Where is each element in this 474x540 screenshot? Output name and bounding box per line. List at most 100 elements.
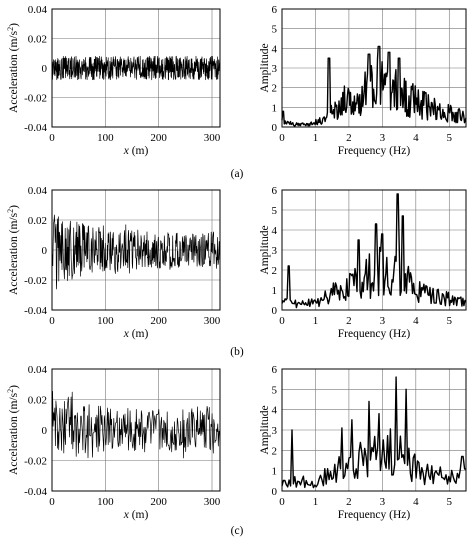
x-tick-label: 300 <box>204 132 221 144</box>
x-tick-label: 200 <box>150 315 167 327</box>
plot-frame <box>51 8 221 128</box>
x-axis-label: Frequency (Hz) <box>338 328 411 340</box>
chart-a-spectrum: 0 1 2 3 4 5 6 0 1 2 3 4 5 Frequency (Hz) Amplitude <box>259 4 467 157</box>
x-tick-label: 0 <box>279 132 285 144</box>
x-axis-unit: (m) <box>129 145 149 157</box>
y-tick-label: 4 <box>272 43 278 55</box>
x-tick-label: 5 <box>447 496 453 508</box>
x-tick-label: 0 <box>49 315 55 327</box>
series-line <box>51 390 221 469</box>
x-tick-label: 5 <box>447 315 453 327</box>
y-tick-label: 2 <box>272 83 278 95</box>
x-tick-label: 4 <box>413 315 419 327</box>
x-tick-label: 300 <box>204 315 221 327</box>
series-line <box>281 376 467 489</box>
series-line <box>51 214 221 290</box>
y-tick-label: 3 <box>272 245 278 257</box>
x-axis-label: Frequency (Hz) <box>338 145 411 157</box>
x-tick-label: 3 <box>380 496 386 508</box>
y-tick-label: 0 <box>42 425 48 437</box>
x-axis-variable: x <box>123 328 130 340</box>
x-tick-label: 1 <box>313 132 319 144</box>
y-tick-label: -0.04 <box>24 122 47 134</box>
x-tick-label: 0 <box>279 315 285 327</box>
y-tick-label: 5 <box>272 24 278 36</box>
y-tick-label: 3 <box>272 63 278 75</box>
y-tick-label: 1 <box>272 102 278 114</box>
caption-c: (c) <box>231 525 244 537</box>
plot-frame <box>281 368 467 492</box>
x-tick-label: 200 <box>150 496 167 508</box>
series-line <box>51 55 221 81</box>
plot-frame <box>51 189 221 311</box>
series-line <box>281 193 467 309</box>
y-tick-label: 6 <box>272 364 278 376</box>
x-tick-label: 100 <box>97 496 114 508</box>
y-axis-label-main: Acceleration (m/s <box>8 392 20 475</box>
y-axis-label-exponent: 2 <box>6 389 15 393</box>
x-tick-label: 300 <box>204 496 221 508</box>
y-tick-label: 2 <box>272 265 278 277</box>
chart-b-spectrum: 0 1 2 3 4 5 6 0 1 2 3 4 5 Frequency (Hz) Amplitude <box>259 185 467 340</box>
y-axis-label: Acceleration (m/s2) <box>6 385 20 475</box>
x-tick-label: 4 <box>413 132 419 144</box>
x-tick-label: 0 <box>49 496 55 508</box>
y-tick-label: 4 <box>272 225 278 237</box>
x-tick-label: 3 <box>380 132 386 144</box>
x-tick-label: 0 <box>279 496 285 508</box>
y-axis-label-end: ) <box>8 23 20 27</box>
y-tick-label: -0.02 <box>24 275 47 287</box>
y-tick-label: 1 <box>272 285 278 297</box>
y-tick-label: 2 <box>272 445 278 457</box>
x-tick-label: 100 <box>97 132 114 144</box>
x-tick-label: 1 <box>313 496 319 508</box>
x-tick-label: 4 <box>413 496 419 508</box>
y-axis-label: Amplitude <box>259 225 271 274</box>
x-axis-variable: x <box>123 145 130 157</box>
y-tick-label: 4 <box>272 405 278 417</box>
y-tick-label: 0 <box>272 122 278 134</box>
y-tick-label: 0.02 <box>28 34 47 46</box>
y-tick-label: -0.02 <box>24 93 47 105</box>
y-tick-label: 0 <box>272 305 278 317</box>
y-tick-label: 0.04 <box>28 364 48 376</box>
y-tick-label: -0.02 <box>24 456 47 468</box>
caption-a: (a) <box>231 168 244 180</box>
y-axis-label: Amplitude <box>259 43 271 92</box>
x-tick-label: 200 <box>150 132 167 144</box>
x-tick-label: 2 <box>346 496 352 508</box>
y-tick-label: 5 <box>272 205 278 217</box>
y-axis-label-main: Acceleration (m/s <box>8 212 20 295</box>
y-axis-label-exponent: 2 <box>6 27 15 31</box>
y-tick-label: 0 <box>42 245 48 257</box>
chart-a-acceleration: -0.04 -0.02 0 0.02 0.04 0 100 200 300 x (m) Accele… <box>6 4 221 157</box>
y-axis-label: Amplitude <box>259 405 271 454</box>
y-tick-label: 5 <box>272 384 278 396</box>
x-tick-label: 3 <box>380 315 386 327</box>
y-axis-label-end: ) <box>8 385 20 389</box>
y-tick-label: 0 <box>42 63 48 75</box>
x-tick-label: 0 <box>49 132 55 144</box>
y-axis-label: Acceleration (m/s2) <box>6 205 20 295</box>
x-axis-label: x (m) <box>123 509 149 521</box>
y-axis-label: Acceleration (m/s2) <box>6 23 20 113</box>
y-tick-label: 0.02 <box>28 395 47 407</box>
y-tick-label: 3 <box>272 425 278 437</box>
y-tick-label: 0 <box>272 486 278 498</box>
y-tick-label: 0.02 <box>28 215 47 227</box>
x-axis-unit: (m) <box>129 509 149 521</box>
x-tick-label: 5 <box>447 132 453 144</box>
y-tick-label: 6 <box>272 185 278 197</box>
y-tick-label: 1 <box>272 466 278 478</box>
caption-b: (b) <box>230 346 244 358</box>
x-tick-label: 2 <box>346 132 352 144</box>
y-axis-label-end: ) <box>8 205 20 209</box>
chart-b-acceleration: -0.04 -0.02 0 0.02 0.04 0 100 200 300 x (m) Accele… <box>6 185 221 340</box>
plot-frame <box>281 189 467 311</box>
x-tick-label: 100 <box>97 315 114 327</box>
y-tick-label: 0.04 <box>28 4 48 16</box>
x-tick-label: 1 <box>313 315 319 327</box>
x-axis-variable: x <box>123 509 130 521</box>
plot-frame <box>51 368 221 492</box>
